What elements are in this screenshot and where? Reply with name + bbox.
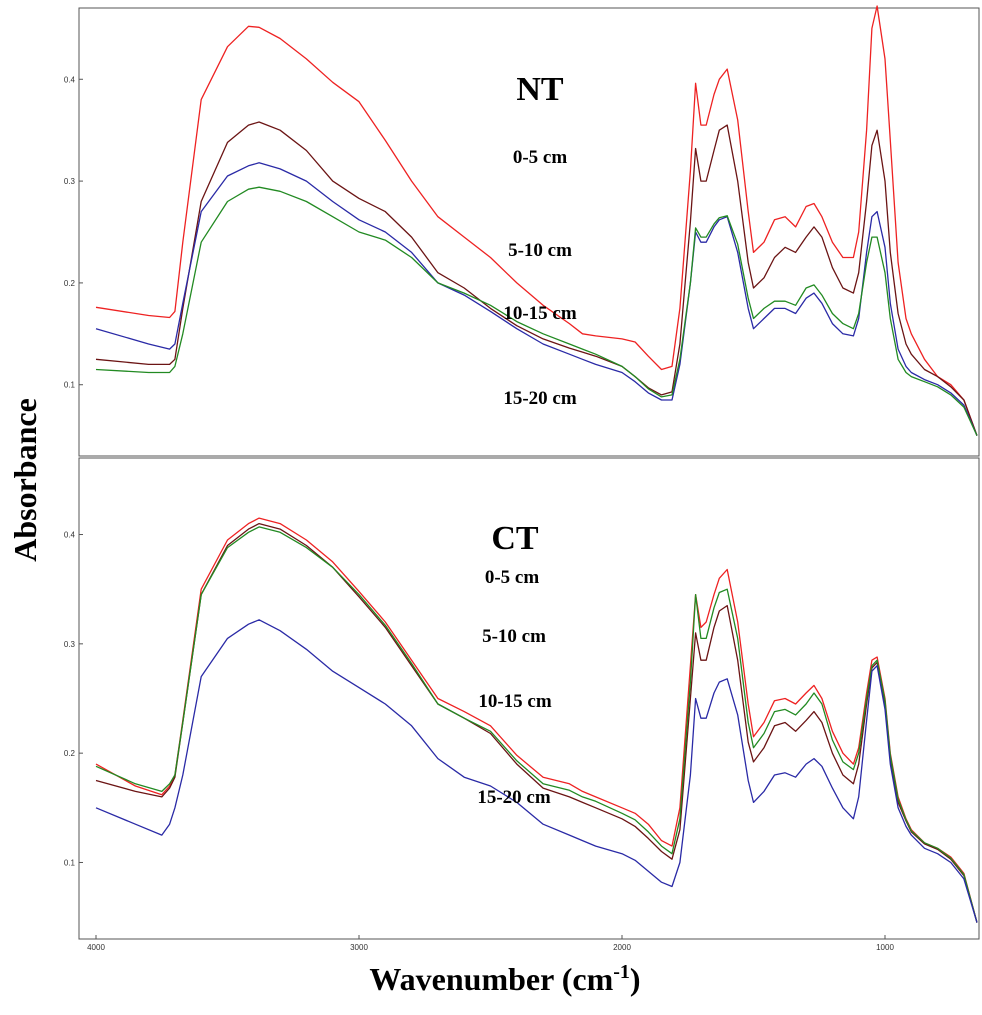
x-tick-label: 3000	[350, 943, 368, 952]
y-tick-label: 0.3	[64, 640, 76, 649]
spectrum-line-green	[95, 526, 978, 923]
y-tick-label: 0.1	[64, 858, 76, 867]
x-tick-label: 2000	[613, 943, 631, 952]
nt-series	[95, 5, 978, 436]
y-tick-label: 0.4	[64, 75, 76, 84]
y-tick-label: 0.2	[64, 279, 76, 288]
y-tick-label: 0.2	[64, 749, 76, 758]
nt-depth-label-10-15: 10-15 cm	[503, 303, 577, 324]
spectrum-line-brown	[95, 121, 978, 436]
ct-depth-label-10-15: 10-15 cm	[478, 691, 552, 712]
nt-depth-label-15-20: 15-20 cm	[503, 388, 577, 409]
ct-x-ticks: 4000 3000 2000 1000	[87, 935, 894, 952]
nt-depth-label-5-10: 5-10 cm	[508, 240, 572, 261]
ct-panel-title: CT	[491, 520, 539, 557]
y-tick-label: 0.3	[64, 177, 76, 186]
ct-depth-label-0-5: 0-5 cm	[485, 567, 540, 588]
ct-depth-label-15-20: 15-20 cm	[477, 787, 551, 808]
ct-depth-label-5-10: 5-10 cm	[482, 626, 546, 647]
x-axis-title-main: Wavenumber (cm	[369, 961, 613, 997]
x-axis-title: Wavenumber (cm-1)	[369, 961, 640, 997]
y-tick-label: 0.4	[64, 531, 76, 540]
x-axis-title-close: )	[630, 961, 641, 997]
spectrum-line-red	[95, 517, 978, 923]
nt-panel-title: NT	[516, 71, 564, 108]
x-tick-label: 1000	[876, 943, 894, 952]
spectrum-line-red	[95, 5, 978, 436]
ct-y-ticks: 0.1 0.2 0.3 0.4	[64, 531, 83, 867]
nt-depth-label-0-5: 0-5 cm	[513, 147, 568, 168]
y-tick-label: 0.1	[64, 381, 76, 390]
x-tick-label: 4000	[87, 943, 105, 952]
spectrum-line-green	[95, 186, 978, 436]
spectrum-line-brown	[95, 522, 978, 923]
spectrum-line-blue	[95, 619, 978, 923]
ct-panel: 0.10.20.30.4 4000 3000 2000 1000 CT 0-5 cm …	[64, 457, 980, 952]
y-axis-title: Absorbance	[7, 398, 43, 562]
spectrum-line-blue	[95, 162, 978, 436]
x-axis-title-superscript: -1	[613, 961, 630, 983]
ct-series	[95, 517, 978, 923]
nt-y-ticks: 0.1 0.2 0.3 0.4	[64, 75, 83, 390]
nt-panel: 0.10.20.30.4 NT 0-5 cm 5-10 cm 10-15 cm …	[64, 5, 980, 457]
nt-plot-frame	[78, 7, 980, 457]
